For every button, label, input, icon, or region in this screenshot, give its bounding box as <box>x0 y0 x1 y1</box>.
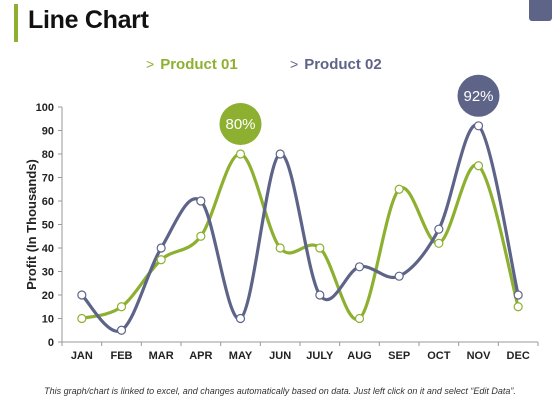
data-point-series-1 <box>156 255 166 265</box>
y-tick-label: 50 <box>42 220 54 232</box>
x-tick-label: MAR <box>149 350 174 362</box>
annotation-bubble-2 <box>457 74 500 117</box>
legend-label: Product 02 <box>304 56 382 73</box>
legend-item-product-01: > Product 01 <box>146 56 238 73</box>
data-point-series-1 <box>275 243 285 253</box>
data-point-series-1 <box>434 238 444 248</box>
legend-label: Product 01 <box>160 56 238 73</box>
y-tick-label: 10 <box>42 314 54 326</box>
y-tick-label: 90 <box>42 126 54 138</box>
data-point-series-2 <box>77 290 87 300</box>
page-title: Line Chart <box>28 6 149 34</box>
y-tick-label: 100 <box>36 102 54 114</box>
data-point-series-1 <box>394 184 404 194</box>
chevron-right-icon: > <box>290 56 299 72</box>
data-point-series-2 <box>513 290 523 300</box>
x-tick-label: MAY <box>229 350 253 362</box>
series-line-2 <box>80 123 520 333</box>
x-tick-label: NOV <box>467 350 492 362</box>
data-point-series-2 <box>434 224 444 234</box>
data-point-series-1 <box>354 313 365 324</box>
x-tick-label: JAN <box>71 350 93 362</box>
x-tick-label: DEC <box>507 350 530 362</box>
data-point-series-2 <box>275 149 285 159</box>
x-tick-label: APR <box>189 350 212 362</box>
annotation-label-2: 92% <box>463 88 493 105</box>
data-point-series-1 <box>315 243 325 253</box>
data-point-series-1 <box>473 161 484 171</box>
data-point-series-2 <box>473 121 484 131</box>
x-tick-label: SEP <box>388 350 410 362</box>
annotation-bubble-1 <box>219 103 262 145</box>
x-tick-label: FEB <box>111 350 133 362</box>
title-accent-bar <box>14 4 18 42</box>
y-axis-label: Profit (In Thousands) <box>24 159 39 290</box>
chart-legend: > Product 01 > Product 02 <box>0 56 560 78</box>
data-point-series-2 <box>116 325 127 335</box>
corner-tab <box>529 0 552 21</box>
data-point-series-2 <box>394 271 404 281</box>
y-tick-label: 30 <box>42 267 54 279</box>
data-point-series-2 <box>315 290 325 300</box>
data-point-series-2 <box>235 313 246 324</box>
y-tick-label: 0 <box>48 337 54 349</box>
data-point-series-1 <box>235 149 246 159</box>
data-point-series-2 <box>354 262 365 272</box>
x-tick-label: AUG <box>347 350 371 362</box>
chevron-right-icon: > <box>146 56 155 72</box>
data-point-series-1 <box>116 302 127 312</box>
x-tick-label: JULY <box>306 350 334 362</box>
x-tick-label: OCT <box>427 350 451 362</box>
annotation-label-1: 80% <box>225 116 255 133</box>
y-tick-label: 20 <box>42 290 54 302</box>
footnote: This graph/chart is linked to excel, and… <box>44 386 516 396</box>
legend-item-product-02: > Product 02 <box>290 56 382 73</box>
y-tick-label: 40 <box>42 243 54 255</box>
y-tick-label: 60 <box>42 196 54 208</box>
data-point-series-1 <box>77 313 87 324</box>
y-tick-label: 70 <box>42 173 54 185</box>
data-point-series-2 <box>196 196 206 206</box>
series-line-1 <box>80 152 520 321</box>
data-point-series-2 <box>156 243 166 253</box>
x-tick-label: JUN <box>269 350 291 362</box>
y-tick-label: 80 <box>42 149 54 161</box>
data-point-series-1 <box>513 302 523 312</box>
data-point-series-1 <box>196 231 206 241</box>
